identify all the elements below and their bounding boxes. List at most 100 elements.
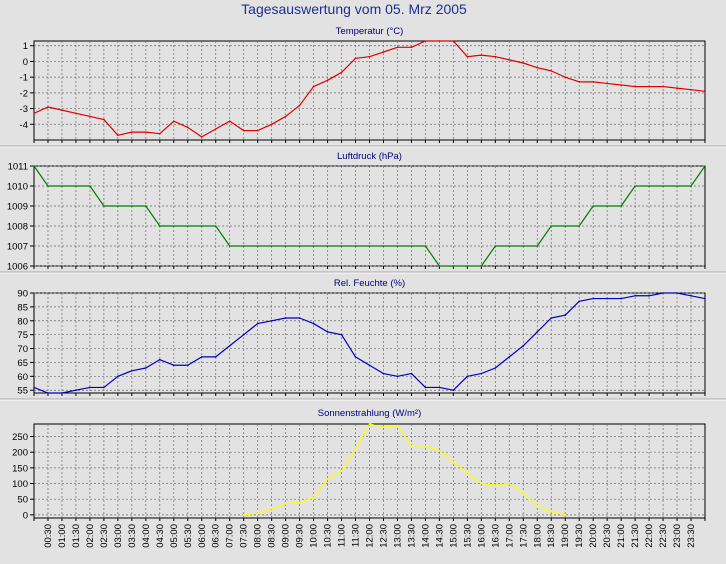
data-point: [396, 424, 399, 427]
data-point: [466, 471, 469, 474]
data-point: [326, 478, 329, 480]
x-tick-label: 14:00: [420, 524, 431, 548]
x-tick-label: 08:30: [267, 524, 278, 548]
data-point: [256, 245, 259, 247]
data-point: [452, 265, 455, 267]
data-point: [368, 364, 371, 367]
data-point: [75, 112, 77, 115]
y-tick-label: -1: [20, 73, 28, 84]
data-point: [508, 59, 511, 61]
y-tick-label: 0: [23, 57, 28, 68]
data-point: [494, 367, 497, 369]
x-tick-label: 04:30: [155, 524, 166, 548]
data-point: [550, 70, 553, 72]
x-tick-label: 02:30: [99, 524, 110, 548]
data-point: [508, 245, 511, 247]
data-point: [578, 81, 580, 83]
data-point: [103, 386, 105, 389]
x-tick-label: 04:00: [141, 524, 152, 548]
x-tick-label: 06:00: [197, 524, 208, 548]
data-point: [494, 484, 497, 486]
data-point: [564, 514, 567, 516]
data-point: [159, 132, 161, 135]
y-tick-label: -2: [20, 88, 28, 99]
data-point: [522, 492, 525, 494]
data-point: [382, 245, 385, 247]
y-tick-label: 0: [23, 510, 28, 521]
data-point: [242, 129, 245, 132]
data-point: [200, 225, 203, 227]
data-point: [704, 297, 706, 300]
panel-title: Luftdruck (hPa): [337, 151, 402, 162]
data-point: [690, 88, 692, 91]
x-tick-label: 22:30: [658, 524, 669, 548]
data-point: [89, 185, 91, 187]
data-point: [480, 265, 483, 267]
y-tick-label: 90: [17, 289, 28, 300]
x-tick-label: 13:30: [406, 524, 417, 548]
data-point: [242, 245, 245, 247]
y-tick-label: 1011: [8, 162, 28, 173]
data-point: [648, 85, 650, 88]
y-tick-label: 70: [17, 344, 28, 355]
data-point: [312, 496, 315, 499]
panel-title: Rel. Feuchte (%): [334, 278, 405, 289]
data-point: [256, 129, 259, 132]
x-tick-label: 01:30: [71, 524, 82, 548]
data-point: [648, 294, 650, 297]
page-title: Tagesauswertung vom 05. Mrz 2005: [241, 1, 467, 17]
data-point: [634, 185, 636, 187]
data-point: [256, 512, 259, 515]
x-tick-label: 20:00: [588, 524, 599, 548]
data-point: [312, 322, 315, 325]
x-tick-label: 12:00: [365, 524, 376, 548]
data-point: [438, 40, 441, 42]
panel-title: Temperatur (°C): [336, 26, 404, 37]
data-point: [536, 331, 539, 333]
y-tick-label: 1010: [7, 182, 28, 193]
data-point: [396, 245, 399, 247]
data-point: [312, 245, 315, 247]
x-tick-label: 21:30: [630, 524, 641, 548]
data-point: [606, 82, 608, 85]
y-tick-label: 1008: [7, 222, 28, 233]
data-point: [396, 375, 399, 378]
data-point: [159, 225, 161, 227]
chart-panel-1: Temperatur (°C) -4 -3 -2 -1 0 1: [0, 26, 726, 148]
data-point: [466, 55, 469, 58]
data-point: [312, 85, 315, 88]
data-point: [340, 71, 343, 74]
x-tick-label: 08:00: [253, 524, 264, 548]
data-point: [634, 85, 636, 88]
data-point: [284, 245, 287, 247]
data-point: [117, 205, 119, 207]
x-tick-label: 09:30: [295, 524, 306, 548]
data-point: [354, 245, 357, 247]
data-point: [214, 356, 217, 358]
data-point: [480, 482, 483, 485]
data-point: [452, 40, 455, 42]
data-point: [382, 51, 385, 53]
data-point: [676, 292, 678, 294]
data-point: [620, 84, 622, 86]
data-point: [494, 245, 497, 247]
data-point: [564, 76, 567, 78]
x-tick-label: 18:30: [546, 524, 557, 548]
data-point: [620, 297, 622, 300]
data-point: [676, 87, 678, 89]
data-point: [354, 356, 357, 358]
x-tick-label: 18:00: [532, 524, 543, 548]
x-tick-label: 07:00: [225, 524, 236, 548]
data-point: [494, 55, 497, 58]
data-point: [592, 81, 594, 83]
data-point: [508, 482, 511, 485]
data-point: [578, 225, 580, 227]
data-point: [704, 165, 706, 167]
data-point: [522, 62, 525, 64]
x-tick-label: 11:30: [351, 524, 362, 547]
x-tick-label: 09:00: [281, 524, 292, 548]
x-tick-label: 14:30: [434, 524, 445, 548]
data-point: [186, 225, 189, 227]
data-point: [522, 344, 525, 347]
data-point: [186, 126, 189, 129]
